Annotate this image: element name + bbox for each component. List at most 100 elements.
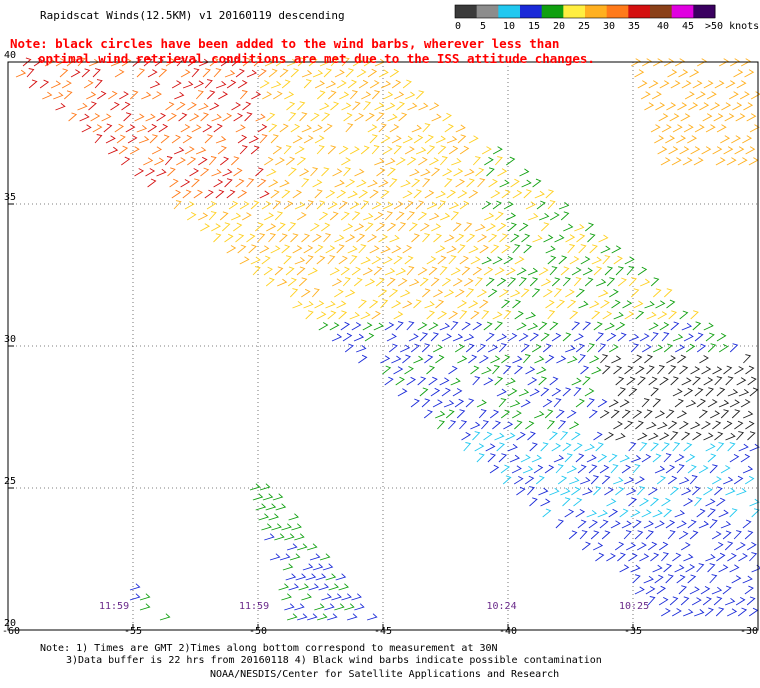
wind-barb (371, 310, 381, 320)
wind-barb (486, 167, 495, 177)
wind-barb (475, 167, 485, 177)
wind-barb (448, 201, 460, 210)
wind-barb (575, 509, 586, 518)
wind-barb (685, 564, 696, 573)
wind-barb (452, 388, 463, 397)
wind-barb (514, 420, 523, 430)
wind-barb (723, 365, 733, 375)
wind-barb (261, 523, 272, 531)
wind-barb (271, 523, 282, 531)
wind-barb (661, 124, 672, 133)
wind-barb (650, 332, 659, 342)
wind-barb (476, 453, 485, 463)
wind-barb (193, 80, 205, 89)
wind-barb (726, 157, 737, 166)
wind-barb (284, 91, 295, 100)
wind-barb (345, 123, 354, 133)
wind-barb (744, 585, 754, 595)
wind-barb (643, 409, 653, 419)
wind-barb (624, 476, 635, 485)
wind-barb (338, 200, 348, 210)
wind-barb (672, 552, 682, 562)
legend-label: 35 (628, 21, 641, 32)
wind-barb (424, 354, 434, 364)
wind-barb (650, 277, 660, 287)
wind-barb (454, 398, 465, 408)
wind-barb (742, 575, 753, 584)
wind-barb (382, 256, 393, 265)
legend-swatch (455, 5, 478, 18)
wind-barb (562, 387, 572, 397)
wind-barb (158, 123, 169, 133)
wind-barb (729, 343, 739, 353)
wind-barb (729, 508, 738, 518)
wind-barb (442, 168, 453, 177)
wind-barb (409, 168, 420, 177)
wind-barb (270, 134, 279, 144)
wind-barb (165, 101, 175, 111)
wind-barb (417, 376, 427, 386)
wind-barb (373, 266, 383, 276)
wind-barb (521, 179, 532, 188)
wind-barb (587, 233, 596, 243)
wind-barb (306, 543, 318, 551)
wind-barb (709, 410, 721, 419)
wind-barb (316, 145, 325, 155)
wind-barb (564, 508, 575, 518)
wind-barb (534, 190, 545, 199)
wind-barb (735, 597, 746, 606)
wind-barb (652, 564, 663, 573)
wind-barb (545, 189, 555, 199)
wind-barb (632, 464, 641, 474)
wind-barb (554, 234, 565, 243)
wind-barb (718, 564, 729, 573)
wind-barb (437, 310, 448, 320)
wind-barb (310, 223, 320, 232)
wind-barb (496, 333, 507, 342)
wind-barb (507, 443, 518, 452)
wind-barb (646, 311, 657, 320)
wind-barb (139, 593, 151, 601)
wind-barb (94, 134, 103, 144)
wind-barb (364, 332, 375, 342)
wind-barb (721, 102, 732, 111)
wind-barb (696, 343, 707, 353)
wind-barb (402, 300, 413, 309)
wind-barb (566, 410, 577, 419)
wind-barb (501, 299, 511, 309)
wind-barb (79, 113, 90, 122)
wind-barb (703, 486, 713, 496)
wind-barb (562, 332, 572, 342)
wind-barb (617, 277, 627, 287)
wind-barb (692, 486, 701, 496)
wind-barb (470, 365, 480, 375)
wind-barb (736, 431, 745, 441)
wind-barb (448, 365, 458, 375)
wind-barb (503, 310, 512, 320)
lat-lon-grid (8, 62, 758, 630)
wind-barb (512, 244, 521, 254)
wind-barb (536, 200, 546, 210)
footer-note-line2: 3)Data buffer is 22 hrs from 20160118 4)… (66, 655, 602, 666)
wind-barb (739, 91, 750, 100)
wind-barb (667, 475, 678, 485)
wind-barb (566, 465, 577, 474)
wind-barb (352, 101, 361, 111)
wind-barb (663, 508, 673, 518)
wind-barb (494, 156, 503, 166)
wind-barb (748, 157, 759, 166)
wind-barb (549, 376, 559, 386)
wind-barb (324, 603, 335, 611)
wind-barb (666, 355, 677, 364)
wind-barb (549, 212, 560, 221)
wind-barb (545, 299, 555, 309)
wind-barb (540, 498, 551, 507)
wind-barb (595, 552, 605, 562)
color-legend-bar (454, 4, 716, 19)
wind-barb (689, 69, 700, 78)
wind-barb (289, 553, 301, 561)
wind-barb (606, 332, 617, 342)
wind-barb (465, 288, 475, 298)
wind-barb (376, 167, 386, 177)
wind-barb (417, 322, 428, 331)
